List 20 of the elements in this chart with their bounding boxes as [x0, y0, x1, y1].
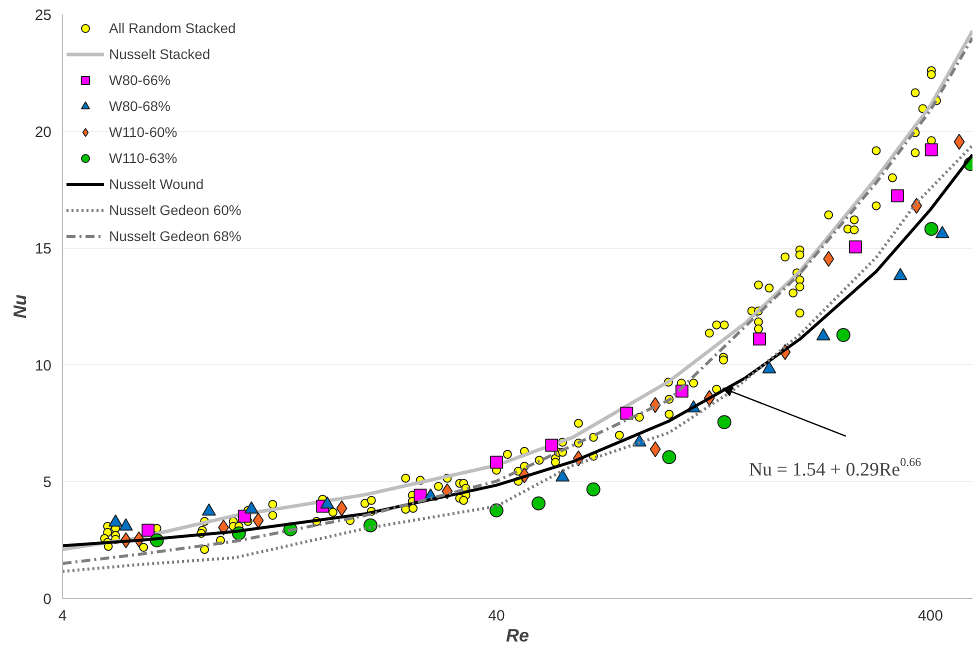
- legend-label: All Random Stacked: [109, 19, 236, 38]
- legend-label: Nusselt Wound: [109, 175, 204, 194]
- x-tick-label: 40: [488, 608, 505, 624]
- y-tick-label: 0: [43, 591, 52, 608]
- legend-label: W80-68%: [109, 97, 170, 116]
- y-tick-label: 25: [34, 7, 52, 24]
- y-tick-label: 10: [34, 357, 52, 374]
- legend-label: W110-63%: [109, 149, 178, 168]
- legend-label: Nusselt Gedeon 68%: [109, 227, 242, 246]
- x-tick-label: 400: [918, 608, 943, 624]
- y-axis-title: Nu: [10, 294, 30, 318]
- legend-label: Nusselt Gedeon 60%: [109, 201, 242, 220]
- y-tick-label: 15: [34, 240, 52, 258]
- y-tick-label: 5: [43, 474, 52, 492]
- y-tick-label: 20: [34, 124, 52, 141]
- x-axis-title: Re: [506, 626, 530, 646]
- legend-label: W110-60%: [109, 123, 178, 142]
- legend-label: Nusselt Stacked: [109, 45, 210, 64]
- legend-label: W80-66%: [109, 71, 170, 90]
- x-tick-label: 4: [58, 608, 67, 624]
